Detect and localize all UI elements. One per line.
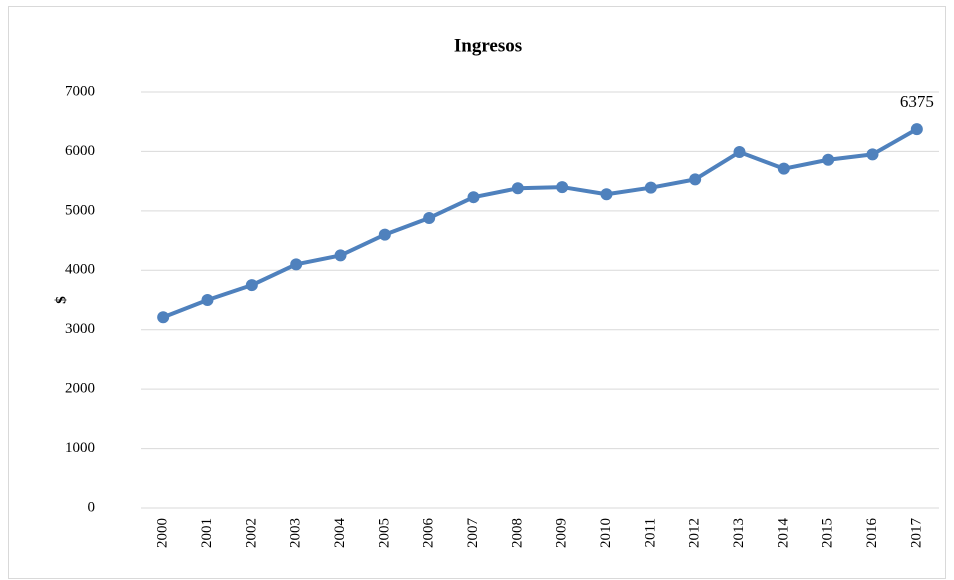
y-tick-label: 2000	[65, 381, 95, 397]
data-point	[644, 181, 657, 194]
data-point	[157, 311, 170, 324]
y-axis-label: $	[53, 296, 69, 304]
data-point	[733, 146, 746, 159]
y-tick-label: 0	[88, 499, 96, 515]
y-tick-label: 6000	[65, 143, 95, 159]
data-point	[511, 182, 524, 195]
x-tick-label: 2015	[820, 518, 836, 548]
data-point	[201, 294, 214, 306]
x-tick-label: 2016	[864, 518, 880, 549]
x-tick-label: 2004	[332, 518, 348, 549]
x-tick-label: 2002	[243, 518, 259, 548]
x-tick-label: 2014	[775, 518, 791, 549]
data-point	[866, 148, 879, 161]
x-tick-label: 2005	[376, 518, 392, 548]
data-point	[777, 162, 790, 175]
data-point	[378, 228, 391, 241]
chart-border	[8, 6, 946, 579]
data-point	[245, 279, 258, 292]
series-line	[162, 127, 918, 320]
data-point	[910, 123, 923, 136]
x-tick-label: 2001	[199, 518, 215, 548]
data-point	[467, 191, 480, 204]
y-tick-label: 4000	[65, 262, 95, 278]
data-point	[290, 258, 303, 271]
x-tick-label: 2000	[155, 518, 171, 548]
chart-title: Ingresos	[454, 35, 522, 56]
x-tick-label: 2003	[288, 518, 304, 548]
x-tick-label: 2009	[554, 518, 570, 548]
y-tick-label: 3000	[65, 321, 95, 337]
x-tick-label: 2007	[465, 518, 481, 549]
data-point	[600, 188, 613, 201]
y-tick-label: 5000	[65, 202, 95, 218]
y-tick-label: 1000	[65, 440, 95, 456]
x-tick-label: 2010	[598, 518, 614, 548]
data-point	[423, 211, 436, 224]
data-point	[556, 181, 569, 194]
x-tick-label: 2006	[421, 518, 437, 549]
data-point	[689, 173, 702, 186]
x-tick-label: 2012	[687, 518, 703, 548]
x-tick-label: 2008	[509, 518, 525, 548]
data-label: 6375	[900, 92, 934, 111]
y-tick-label: 7000	[65, 83, 95, 99]
x-tick-label: 2013	[731, 518, 747, 548]
x-tick-label: 2017	[908, 518, 924, 549]
data-point	[822, 153, 835, 166]
data-point	[334, 249, 347, 262]
x-tick-label: 2011	[642, 518, 658, 547]
